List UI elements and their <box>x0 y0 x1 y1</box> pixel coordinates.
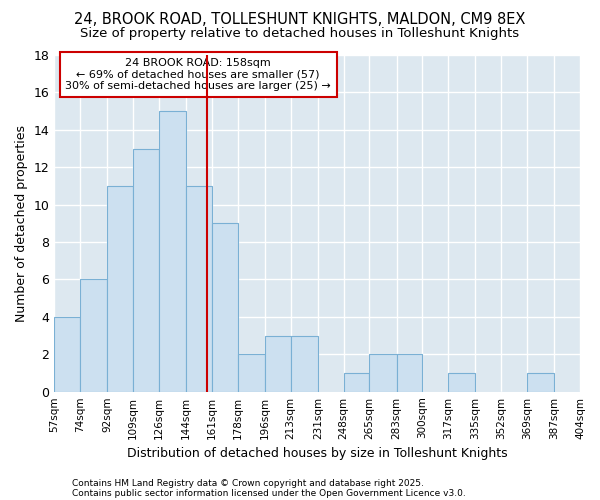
Y-axis label: Number of detached properties: Number of detached properties <box>15 125 28 322</box>
Bar <box>448 373 475 392</box>
Bar <box>370 354 397 392</box>
Text: Contains public sector information licensed under the Open Government Licence v3: Contains public sector information licen… <box>72 488 466 498</box>
Bar <box>80 280 107 392</box>
Text: 24 BROOK ROAD: 158sqm
← 69% of detached houses are smaller (57)
30% of semi-deta: 24 BROOK ROAD: 158sqm ← 69% of detached … <box>65 58 331 91</box>
Bar <box>186 186 212 392</box>
Bar <box>397 354 422 392</box>
Text: Contains HM Land Registry data © Crown copyright and database right 2025.: Contains HM Land Registry data © Crown c… <box>72 478 424 488</box>
Bar <box>238 354 265 392</box>
Bar <box>265 336 290 392</box>
Text: 24, BROOK ROAD, TOLLESHUNT KNIGHTS, MALDON, CM9 8EX: 24, BROOK ROAD, TOLLESHUNT KNIGHTS, MALD… <box>74 12 526 28</box>
Bar <box>212 224 238 392</box>
Bar <box>107 186 133 392</box>
X-axis label: Distribution of detached houses by size in Tolleshunt Knights: Distribution of detached houses by size … <box>127 447 508 460</box>
Bar <box>290 336 318 392</box>
Text: Size of property relative to detached houses in Tolleshunt Knights: Size of property relative to detached ho… <box>80 28 520 40</box>
Bar <box>344 373 370 392</box>
Bar <box>54 317 80 392</box>
Bar <box>527 373 554 392</box>
Bar <box>133 148 159 392</box>
Bar <box>159 111 186 392</box>
